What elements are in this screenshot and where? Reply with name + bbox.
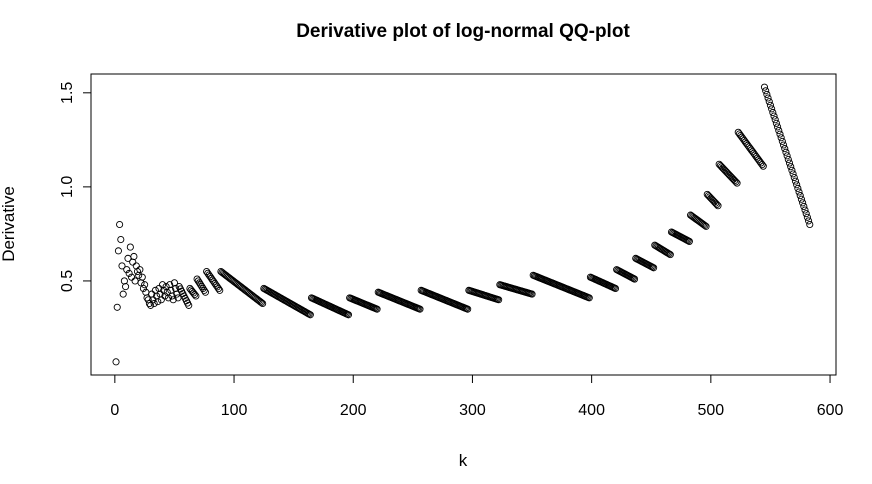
data-point <box>785 156 791 162</box>
data-point <box>139 274 145 280</box>
chart-title: Derivative plot of log-normal QQ-plot <box>296 21 630 42</box>
data-point <box>798 196 804 202</box>
x-axis-label: k <box>459 451 468 470</box>
x-tick-label: 500 <box>697 402 724 419</box>
data-point <box>159 282 165 288</box>
data-point <box>782 146 788 152</box>
x-tick-label: 200 <box>340 402 367 419</box>
data-point <box>796 189 802 195</box>
data-point <box>131 253 137 259</box>
data-point <box>791 174 797 180</box>
data-point <box>127 244 133 250</box>
data-point <box>763 88 769 94</box>
y-tick-label: 1.0 <box>59 176 76 198</box>
x-tick-label: 300 <box>459 402 486 419</box>
data-point <box>788 164 794 170</box>
data-point <box>120 291 126 297</box>
data-point <box>778 135 784 141</box>
data-point <box>805 218 811 224</box>
data-point <box>132 278 138 284</box>
data-point <box>121 278 127 284</box>
data-point <box>142 282 148 288</box>
y-axis-ticks: 0.5 1.0 1.5 <box>59 82 91 292</box>
data-point <box>772 117 778 123</box>
data-point <box>764 91 770 97</box>
data-point <box>804 214 810 220</box>
data-point <box>797 192 803 198</box>
data-point <box>789 167 795 173</box>
data-point <box>130 259 136 265</box>
data-point <box>790 171 796 177</box>
x-tick-label: 0 <box>110 402 119 419</box>
data-point <box>802 207 808 213</box>
plot-frame <box>91 74 836 375</box>
data-point <box>114 304 120 310</box>
data-point <box>779 138 785 144</box>
data-point <box>801 203 807 209</box>
data-point <box>769 106 775 112</box>
data-point <box>765 95 771 101</box>
data-point <box>115 248 121 254</box>
data-point <box>118 236 124 242</box>
data-point <box>800 200 806 206</box>
data-point <box>151 300 157 306</box>
x-tick-label: 100 <box>221 402 248 419</box>
data-point <box>761 84 767 90</box>
data-point <box>122 283 128 289</box>
data-point <box>795 185 801 191</box>
y-axis-label: Derivative <box>0 186 18 262</box>
y-tick-label: 0.5 <box>59 270 76 292</box>
data-point <box>783 149 789 155</box>
data-point <box>774 124 780 130</box>
data-point <box>136 272 142 278</box>
x-tick-label: 600 <box>817 402 844 419</box>
data-point <box>158 297 164 303</box>
x-tick-label: 400 <box>578 402 605 419</box>
data-point <box>794 182 800 188</box>
data-point <box>784 153 790 159</box>
data-point <box>777 131 783 137</box>
data-point <box>766 99 772 105</box>
data-point <box>117 221 123 227</box>
data-points <box>113 84 813 365</box>
data-point <box>792 178 798 184</box>
data-point <box>780 142 786 148</box>
data-point <box>773 120 779 126</box>
data-point <box>113 359 119 365</box>
data-point <box>807 221 813 227</box>
data-point <box>770 109 776 115</box>
data-point <box>776 127 782 133</box>
data-point <box>767 102 773 108</box>
data-point <box>803 211 809 217</box>
y-tick-label: 1.5 <box>59 82 76 104</box>
data-point <box>771 113 777 119</box>
data-point <box>786 160 792 166</box>
data-point <box>133 263 139 269</box>
x-axis-ticks: 0 100 200 300 400 500 600 <box>110 375 843 419</box>
